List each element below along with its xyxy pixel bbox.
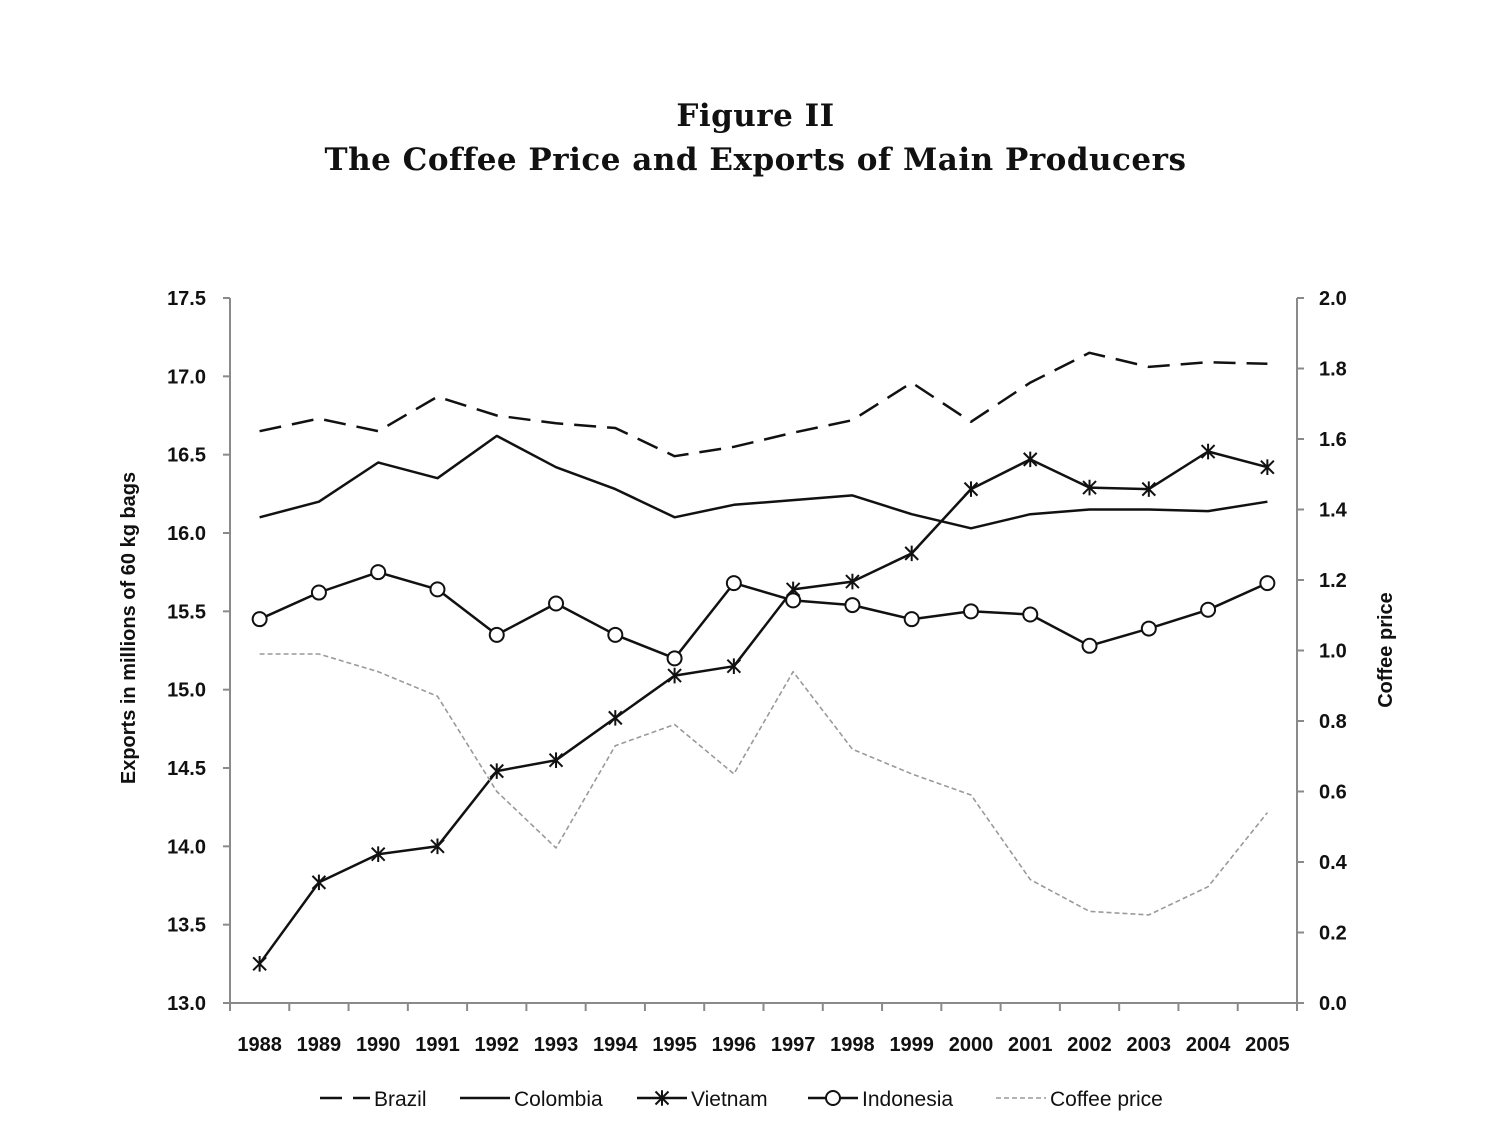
x-tick-label: 2000	[949, 1034, 994, 1056]
indonesia-marker	[666, 650, 683, 667]
y-tick-label-right: 1.6	[1319, 429, 1347, 451]
indonesia-marker	[1259, 575, 1276, 592]
indonesia-marker	[725, 575, 742, 592]
y-tick-label-left: 16.0	[167, 523, 206, 545]
x-tick-label: 1998	[830, 1034, 875, 1056]
x-tick-label: 1996	[712, 1034, 757, 1056]
y-tick-label-right: 1.2	[1319, 570, 1347, 592]
series-lines	[251, 351, 1276, 972]
indonesia-marker	[1140, 620, 1157, 637]
coffee-price-line	[259, 653, 1269, 916]
indonesia-marker	[903, 611, 920, 628]
figure-label: Figure II	[676, 98, 835, 134]
vietnam-marker	[370, 846, 386, 862]
x-tick-label: 1999	[889, 1034, 934, 1056]
y-tick-label-left: 14.5	[167, 758, 206, 780]
indonesia-marker	[825, 1090, 841, 1106]
vietnam-marker	[1082, 479, 1097, 496]
vietnam-marker	[1141, 481, 1157, 497]
figure-title: The Coffee Price and Exports of Main Pro…	[324, 142, 1187, 178]
x-tick-label: 2003	[1127, 1034, 1172, 1056]
legend-label-colombia: Colombia	[514, 1088, 603, 1111]
y-tick-label-right: 0.8	[1319, 711, 1347, 733]
y-tick-label-left: 15.5	[167, 601, 206, 623]
y-tick-label-right: 2.0	[1319, 288, 1347, 310]
x-tick-label: 1994	[593, 1034, 638, 1056]
vietnam-marker	[963, 481, 979, 497]
x-tick-label: 2004	[1186, 1034, 1231, 1056]
legend-label-vietnam: Vietnam	[691, 1088, 768, 1111]
indonesia-marker	[607, 626, 624, 643]
x-tick-label: 1997	[771, 1034, 816, 1056]
vietnam-marker	[654, 1090, 670, 1106]
indonesia-marker	[488, 626, 505, 643]
x-tick-label: 1989	[297, 1034, 342, 1056]
legend-label-brazil: Brazil	[374, 1088, 427, 1111]
y-tick-label-right: 1.8	[1319, 359, 1347, 381]
y-axis-title-right: Coffee price	[1375, 592, 1397, 708]
vietnam-marker	[252, 956, 267, 972]
legend-label-coffee-price: Coffee price	[1050, 1088, 1163, 1111]
vietnam-marker	[489, 763, 504, 779]
colombia-line	[259, 434, 1268, 530]
y-tick-label-left: 16.5	[167, 445, 206, 467]
indonesia-marker	[844, 597, 861, 614]
indonesia-marker	[1081, 637, 1098, 654]
x-tick-label: 2005	[1245, 1034, 1290, 1056]
indonesia-marker	[548, 595, 565, 612]
vietnam-marker	[1200, 443, 1216, 460]
x-tick-label: 1991	[415, 1034, 460, 1056]
y-tick-label-right: 1.4	[1319, 500, 1348, 522]
vietnam-marker	[1023, 451, 1038, 468]
indonesia-marker	[429, 581, 446, 598]
vietnam-marker	[311, 874, 327, 891]
vietnam-marker	[726, 658, 742, 674]
vietnam-line	[258, 450, 1268, 965]
x-tick-label: 2002	[1067, 1034, 1112, 1056]
vietnam-marker	[1260, 459, 1275, 475]
y-tick-label-left: 14.0	[167, 836, 206, 858]
x-tick-label: 1988	[237, 1034, 282, 1056]
y-tick-label-right: 0.4	[1319, 852, 1348, 874]
indonesia-marker	[251, 611, 268, 628]
x-tick-label: 1995	[652, 1034, 697, 1056]
y-tick-label-left: 13.0	[167, 993, 206, 1015]
y-tick-label-right: 0.0	[1319, 993, 1347, 1015]
y-tick-label-left: 15.0	[167, 680, 206, 702]
legend-label-indonesia: Indonesia	[862, 1088, 953, 1111]
indonesia-line	[259, 570, 1268, 660]
indonesia-marker	[1022, 606, 1039, 623]
y-tick-label-right: 1.0	[1319, 641, 1347, 663]
legend: Brazil Colombia Vietnam Indonesia Coffee pri…	[320, 1088, 1163, 1111]
brazil-line	[259, 351, 1268, 458]
x-tick-label: 1990	[356, 1034, 401, 1056]
x-tick-label: 1993	[534, 1034, 579, 1056]
vietnam-marker	[845, 573, 860, 590]
y-axis-title-left: Exports in millions of 60 kg bags	[118, 472, 140, 784]
x-tick-label: 1992	[475, 1034, 520, 1056]
vietnam-marker	[548, 752, 564, 768]
indonesia-marker	[785, 592, 802, 609]
indonesia-marker	[310, 584, 327, 601]
vietnam-marker	[430, 838, 445, 855]
axes: 13.0 13.5 14.0 14.5 15.0 15.5 16.0 16.5 17.0 17.5…	[167, 288, 1348, 1056]
indonesia-marker	[1200, 601, 1217, 618]
indonesia-marker	[370, 564, 387, 581]
x-tick-label: 2001	[1008, 1034, 1053, 1056]
y-tick-label-right: 0.6	[1319, 782, 1347, 804]
y-tick-label-left: 17.5	[167, 288, 206, 310]
indonesia-marker	[962, 603, 979, 620]
y-tick-label-right: 0.2	[1319, 923, 1347, 945]
y-tick-label-left: 17.0	[167, 366, 206, 388]
vietnam-marker	[667, 667, 682, 684]
vietnam-marker	[904, 545, 919, 562]
vietnam-marker	[608, 710, 623, 726]
y-tick-label-left: 13.5	[167, 915, 206, 937]
